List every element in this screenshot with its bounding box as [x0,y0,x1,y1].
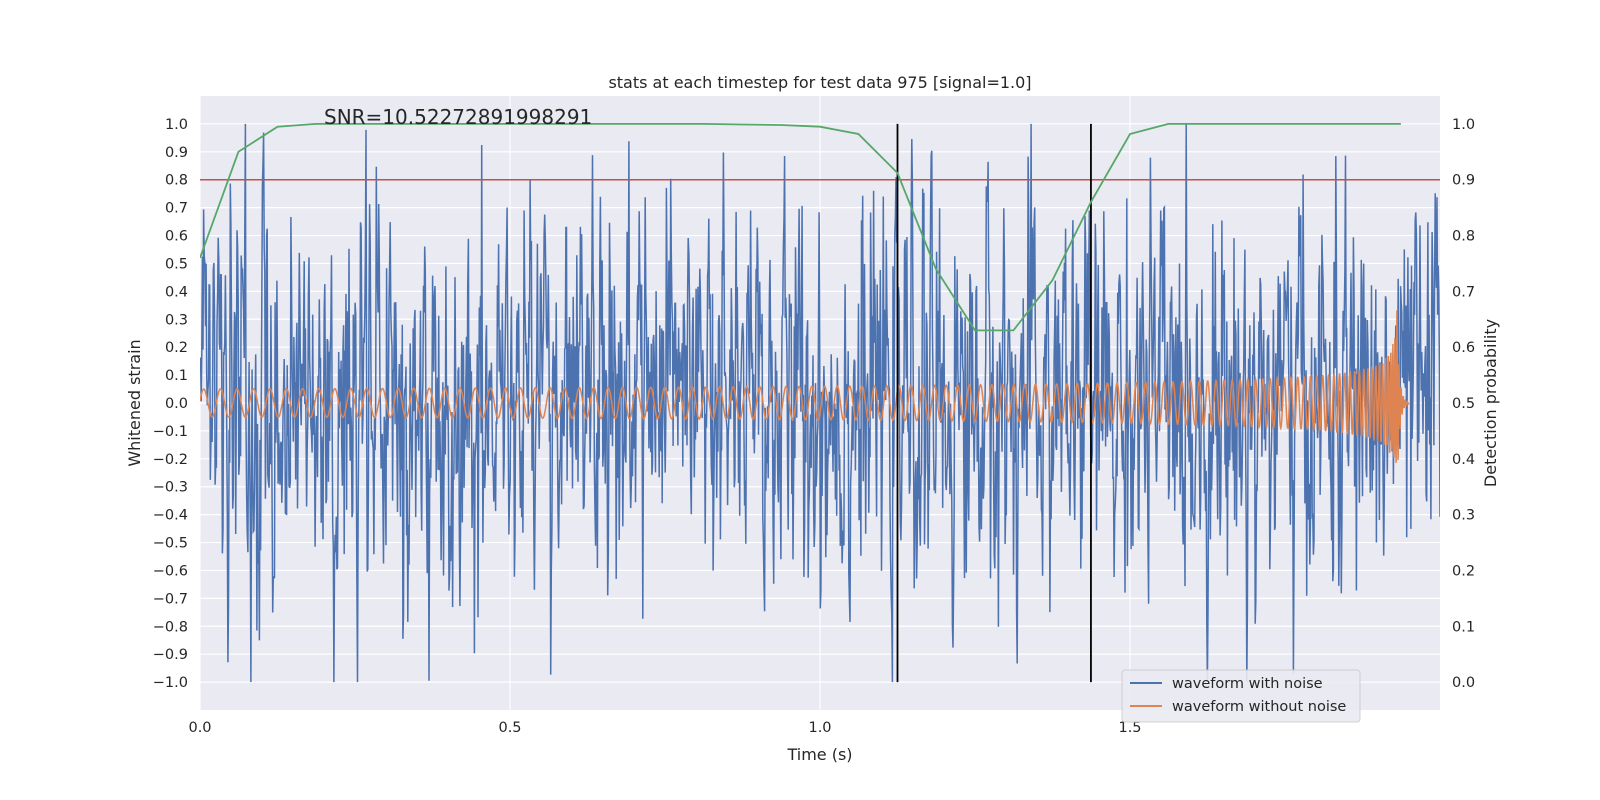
y-left-tick-label: 0.6 [165,229,188,245]
y-left-tick-label: 0.4 [165,284,188,300]
axes-text: 0.0 0.5 1.0 1.5 −1.0 −0.9 −0.8 −0.7 −0.6 −0.5 −0.4… [153,117,1475,736]
y-right-tick-label: 0.1 [1452,619,1475,635]
y-left-tick-label: 0.3 [165,312,188,328]
y-left-tick-label: −1.0 [153,675,188,691]
y-left-tick-label: 0.9 [165,145,188,161]
chart-title: stats at each timestep for test data 975… [608,73,1031,92]
y-left-tick-label: 0.7 [165,201,188,217]
y-left-tick-label: −0.9 [153,647,188,663]
y-right-tick-label: 1.0 [1452,117,1475,133]
y-left-tick-label: 0.8 [165,173,188,189]
y-left-tick-label: 0.0 [165,396,188,412]
y-right-tick-label: 0.9 [1452,173,1475,189]
x-axis-label: Time (s) [786,745,852,764]
x-tick-label: 0.0 [188,720,211,736]
series-detection-probability [200,123,1401,332]
y-axis-right-label: Detection probability [1481,319,1500,487]
y-left-tick-label: −0.2 [153,452,188,468]
y-left-tick-label: 0.1 [165,368,188,384]
y-right-tick-label: 0.3 [1452,508,1475,524]
y-left-tick-label: 1.0 [165,117,188,133]
y-left-tick-label: −0.3 [153,480,188,496]
y-right-tick-label: 0.2 [1452,563,1475,579]
y-right-tick-label: 0.8 [1452,229,1475,245]
y-right-tick-label: 0.0 [1452,675,1475,691]
legend-label-noise: waveform with noise [1172,676,1323,692]
y-left-tick-label: −0.4 [153,508,188,524]
x-tick-label: 1.0 [808,720,831,736]
y-right-tick-label: 0.4 [1452,452,1475,468]
y-right-tick-label: 0.6 [1452,340,1475,356]
y-left-tick-label: 0.5 [165,256,188,272]
legend: waveform with noise waveform without noi… [1121,669,1361,723]
y-left-tick-label: −0.5 [153,536,188,552]
y-axis-left-label: Whitened strain [125,339,144,466]
x-tick-label: 0.5 [498,720,521,736]
legend-label-clean: waveform without noise [1172,699,1346,715]
y-left-tick-label: −0.7 [153,591,188,607]
y-left-tick-label: −0.1 [153,424,188,440]
y-right-tick-label: 0.7 [1452,284,1475,300]
y-left-tick-label: 0.2 [165,340,188,356]
snr-annotation: SNR=10.52272891998291 [324,105,592,129]
x-tick-label: 1.5 [1118,720,1141,736]
y-left-tick-label: −0.6 [153,563,188,579]
series-waveform-without-noise [200,310,1410,463]
legend-box [1121,669,1361,723]
series-waveform-with-noise [200,123,1440,683]
y-right-tick-label: 0.5 [1452,396,1475,412]
y-left-tick-label: −0.8 [153,619,188,635]
